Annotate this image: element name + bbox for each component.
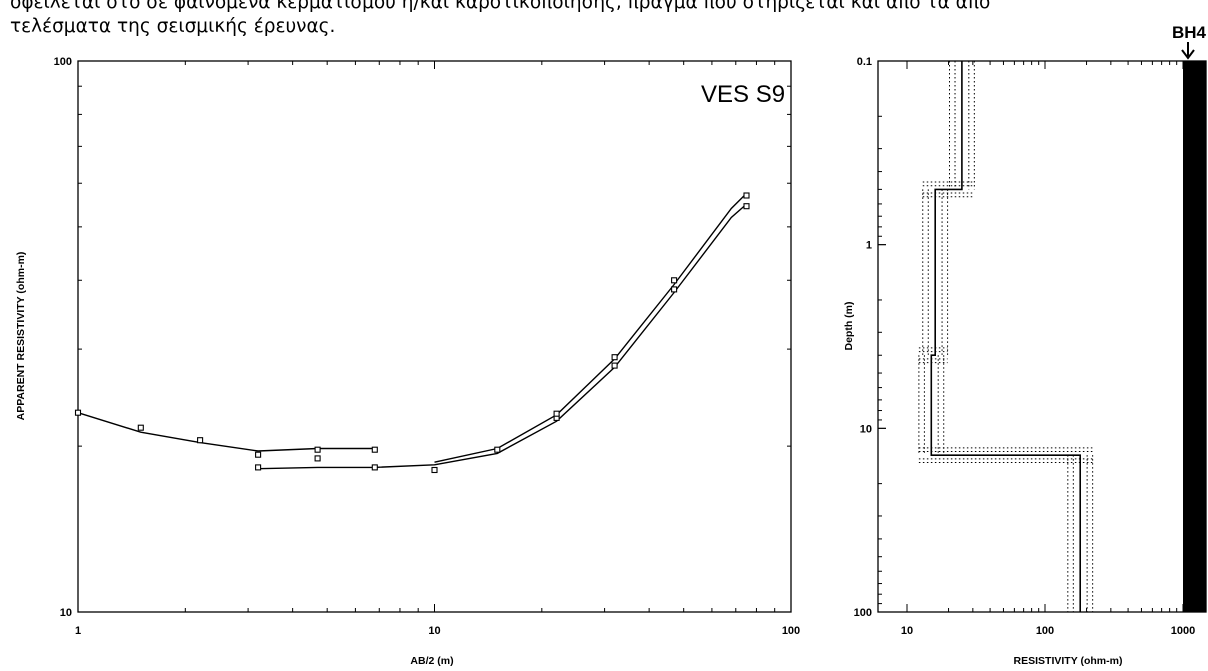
- resistivity-model-line: [930, 61, 1081, 612]
- depth-x-tick-label: 100: [1036, 625, 1054, 637]
- depth-chart-frame: [877, 60, 1207, 613]
- ves-data-point: [743, 203, 750, 210]
- ves-points-group: [74, 192, 750, 474]
- ves-data-point: [494, 446, 501, 453]
- ves-y-tick-label: 100: [54, 56, 72, 68]
- depth-x-tick-label: 10: [901, 625, 913, 637]
- ves-x-tick-label: 1: [75, 625, 81, 637]
- borehole-arrow: [1181, 42, 1195, 60]
- resistivity-model-group: [930, 61, 1206, 612]
- paragraph-line-2: τελέσματα της σεισμικής έρευνας.: [10, 16, 336, 37]
- ves-data-point: [314, 446, 321, 453]
- ves-data-point: [431, 466, 438, 474]
- ves-data-point: [314, 455, 321, 462]
- ves-y-axis-label: APPARENT RESISTIVITY (ohm-m): [15, 252, 27, 421]
- paragraph-line-1: οφείλεται στο σε φαινόμενα κερματισμού ή…: [10, 0, 991, 13]
- depth-y-axis-label: Depth (m): [843, 302, 855, 351]
- depth-y-tick-label: 0.1: [857, 56, 872, 68]
- ves-x-axis-label: AB/2 (m): [410, 655, 453, 667]
- ves-y-tick-label: 10: [60, 607, 72, 619]
- ves-data-point: [553, 410, 560, 417]
- ves-chart-title: VES S9: [701, 81, 785, 108]
- ves-data-point: [255, 451, 262, 458]
- ves-data-point: [671, 277, 678, 284]
- ves-data-point: [743, 192, 750, 199]
- ves-curve-line: [434, 192, 747, 463]
- ves-chart: VES S9 AB/2 (m) APPARENT RESISTIVITY (oh…: [15, 56, 800, 667]
- ves-data-point: [255, 464, 262, 471]
- ves-data-point: [371, 464, 378, 471]
- ves-data-point: [371, 446, 378, 453]
- depth-x-tick-label: 1000: [1171, 625, 1195, 637]
- depth-y-tick-label: 1: [866, 240, 872, 252]
- depth-y-tick-label: 100: [854, 607, 872, 619]
- ves-x-tick-label: 10: [428, 625, 440, 637]
- ves-data-point: [611, 362, 618, 369]
- borehole-column: [1183, 61, 1206, 612]
- ves-data-point: [137, 424, 144, 431]
- ves-curve-line: [258, 203, 747, 470]
- depth-tick-group: 10 100 1000 0.1 1 10 100: [854, 56, 1196, 637]
- ves-curve-line: [77, 412, 375, 452]
- ves-series-group: [77, 192, 747, 470]
- equivalence-band-group: [918, 61, 1094, 612]
- ves-chart-frame: [77, 60, 792, 613]
- depth-y-tick-label: 10: [860, 423, 872, 435]
- borehole-label: BH4: [1172, 23, 1207, 42]
- ves-data-point: [671, 286, 678, 293]
- ves-x-tick-label: 100: [782, 625, 800, 637]
- ves-data-point: [74, 409, 82, 416]
- ves-data-point: [611, 354, 618, 361]
- depth-model-chart: RESISTIVITY (ohm-m) Depth (m) 10 100 1000 0…: [843, 56, 1207, 667]
- depth-x-axis-label: RESISTIVITY (ohm-m): [1014, 655, 1123, 667]
- document-text: οφείλεται στο σε φαινόμενα κερματισμού ή…: [10, 0, 1206, 39]
- ves-data-point: [197, 437, 204, 444]
